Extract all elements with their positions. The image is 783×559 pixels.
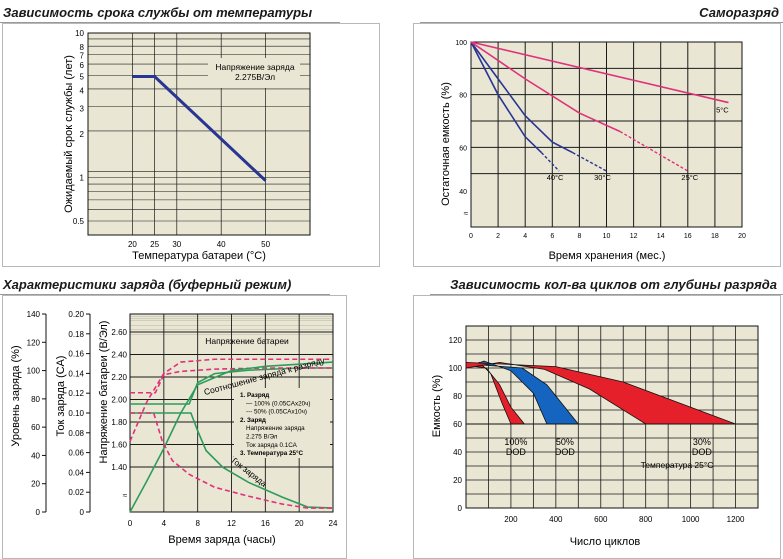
- y-tick-label: 1: [80, 173, 85, 182]
- y-tick-label: 8: [80, 43, 85, 52]
- x-tick-label: 40: [217, 240, 226, 249]
- title-self-discharge: Саморазряд: [699, 5, 779, 20]
- y-axis-label: Ожидаемый срок службы (лет): [63, 55, 75, 213]
- y-tick-label: 3: [80, 105, 85, 114]
- annotation-line-2: 2.275В/Эл: [235, 72, 275, 82]
- y-tick-label: 4: [80, 87, 85, 96]
- annotation-box: [208, 58, 300, 88]
- y-tick-label: 7: [80, 51, 85, 60]
- annotation-line-1: Напряжение заряда: [215, 62, 294, 72]
- title-underline: [0, 294, 330, 295]
- title-underline: [420, 22, 783, 23]
- title-lifetime: Зависимость срока службы от температуры: [3, 5, 313, 20]
- title-underline: [430, 294, 783, 295]
- title-underline: [0, 22, 340, 23]
- title-charge: Характеристики заряда (буферный режим): [3, 277, 292, 292]
- y-tick-label: 0.5: [73, 217, 85, 226]
- y-tick-label: 2: [80, 130, 85, 139]
- x-axis-label: Температура батареи (°С): [132, 250, 266, 262]
- plot-border: [87, 32, 311, 236]
- y-tick-label: 5: [80, 72, 85, 81]
- lifetime-series-line: [132, 74, 267, 182]
- x-tick-label: 50: [261, 240, 270, 249]
- title-cycles: Зависимость кол-ва циклов от глубины раз…: [450, 277, 777, 292]
- x-tick-label: 20: [128, 240, 137, 249]
- y-tick-label: 6: [80, 61, 85, 70]
- x-tick-label: 25: [150, 240, 159, 249]
- x-tick-label: 30: [172, 240, 181, 249]
- y-tick-label: 10: [75, 29, 84, 38]
